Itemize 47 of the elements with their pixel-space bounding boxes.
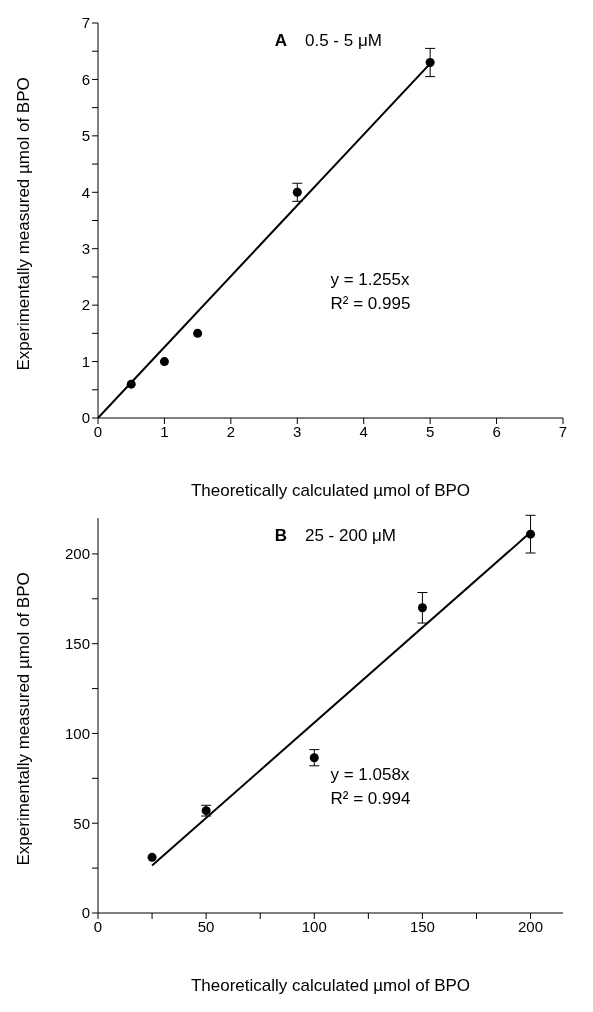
y-tick-label: 0 [81, 904, 90, 922]
x-tick-label: 1 [160, 422, 169, 440]
x-tick-label: 2 [226, 422, 236, 440]
point [292, 187, 302, 197]
y-tick-label: 1 [81, 352, 90, 370]
y-tick-label: 4 [81, 183, 90, 201]
x-tick-label: 0 [93, 422, 103, 440]
y-tick-label: 50 [73, 814, 90, 832]
point [417, 603, 427, 613]
x-axis-title: Theoretically calculated µmol of BPO [190, 976, 471, 995]
y-tick-label: 200 [64, 545, 90, 563]
annotation: y = 1.058x [330, 763, 411, 786]
x-tick-label: 4 [359, 422, 368, 440]
x-tick-label: 6 [492, 422, 501, 440]
x-tick-label: 7 [558, 422, 568, 440]
text: B [274, 526, 287, 545]
annotation: R² = 0.995 [330, 292, 411, 315]
x-tick-label: 0 [93, 917, 103, 935]
point [425, 57, 435, 68]
y-tick-label: 7 [81, 14, 90, 32]
y-tick-label: 3 [81, 240, 90, 258]
point [147, 852, 157, 862]
point [309, 753, 319, 763]
y-tick-label: 100 [64, 724, 90, 742]
text: 0.5 - 5 μM [304, 31, 382, 50]
y-axis-title: Experimentally measured µmol of BPO [14, 572, 34, 866]
annotation: y = 1.255x [330, 268, 411, 291]
y-tick-label: 6 [81, 70, 90, 88]
y-tick-label: 0 [81, 409, 90, 427]
x-tick-label: 150 [409, 917, 435, 935]
point [193, 328, 203, 338]
y-tick-label: 2 [81, 296, 90, 314]
y-axis-title: Experimentally measured µmol of BPO [14, 77, 34, 371]
point [126, 379, 136, 389]
text: 25 - 200 μM [304, 526, 397, 545]
x-tick-label: 200 [518, 917, 544, 935]
annotation: R² = 0.994 [330, 787, 411, 810]
x-tick-label: 3 [293, 422, 302, 440]
x-tick-label: 50 [197, 917, 215, 935]
x-axis-title: Theoretically calculated µmol of BPO [190, 481, 471, 500]
point [159, 357, 169, 367]
text: A [274, 31, 287, 50]
y-tick-label: 150 [64, 635, 90, 653]
point [526, 529, 536, 539]
x-tick-label: 5 [425, 422, 435, 440]
y-tick-label: 5 [81, 127, 90, 145]
x-tick-label: 100 [301, 917, 327, 935]
